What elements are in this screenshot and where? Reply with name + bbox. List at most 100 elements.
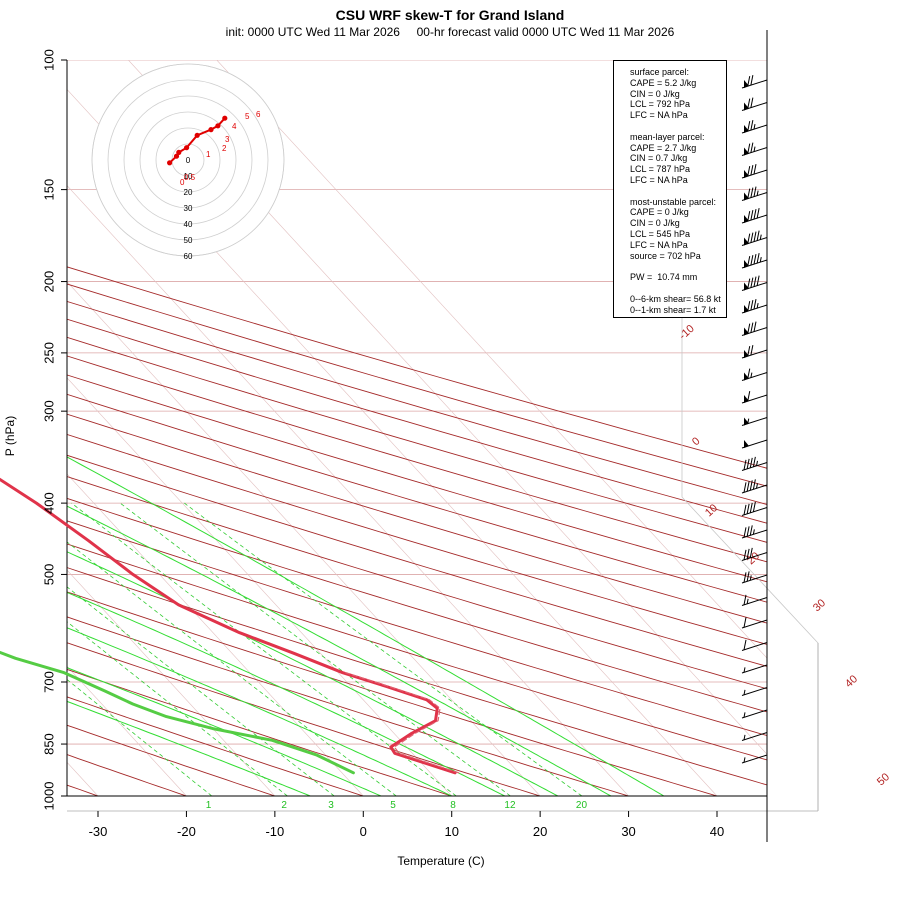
x-tick-label: -30 [89, 824, 108, 839]
wind-barb [741, 164, 768, 179]
wind-barb-half-flag [753, 146, 756, 152]
hodograph-ring-label: 30 [184, 204, 193, 213]
wind-barb-shaft [741, 754, 768, 764]
wind-barb-half-flag [752, 529, 755, 535]
wind-barb-shaft [741, 642, 768, 651]
hodograph-point [176, 149, 182, 155]
x-tick-label: 10 [444, 824, 458, 839]
mixing-ratio-label: 2 [281, 800, 287, 811]
wind-barb-flag [753, 276, 757, 287]
wind-barb [741, 120, 768, 134]
wind-barb [741, 253, 768, 269]
hodograph-height-label: 1 [206, 150, 211, 159]
wind-barb-half-flag [743, 712, 746, 718]
info-line: LCL = 792 hPa [630, 99, 690, 110]
wind-barb-flag [753, 321, 757, 332]
info-line: LFC = NA hPa [630, 174, 688, 185]
wind-barb-flag [750, 345, 754, 356]
wind-barb-flag [750, 97, 754, 108]
wind-barb-shaft [741, 597, 768, 606]
hodograph-point [173, 153, 180, 159]
y-tick-label: 700 [41, 671, 56, 693]
wind-barb-half-flag [753, 124, 756, 130]
parcel-info-lines: surface parcel: CAPE = 5.2 J/kg CIN = 0 J/… [630, 67, 726, 315]
x-tick-label: 20 [533, 824, 547, 839]
chart-title: CSU WRF skew-T for Grand Island [335, 7, 565, 23]
mixing-ratio-label: 5 [390, 800, 396, 811]
info-line: 0--1-km shear= 1.7 kt [630, 304, 716, 315]
dry-adiabat [67, 318, 767, 524]
wind-barb-flag [743, 572, 747, 583]
hodograph-ring-label: 0 [186, 156, 191, 165]
wind-barb-flag [749, 502, 753, 513]
wind-barb-flag [756, 208, 760, 219]
dry-adiabat [67, 300, 767, 505]
hodograph-ring [107, 79, 269, 241]
wind-barb-shaft [741, 709, 768, 719]
wind-barb [741, 571, 768, 584]
wind-barb-flag [743, 594, 747, 605]
wind-barb-flag [747, 346, 751, 357]
dry-adiabat [67, 616, 631, 796]
wind-barb-flag [746, 548, 750, 559]
info-line: CAPE = 0 J/kg [630, 207, 689, 218]
wind-barb-flag [747, 233, 751, 244]
wind-barb-flag [756, 275, 760, 286]
wind-barb [741, 299, 768, 314]
wind-barb-half-flag [759, 257, 762, 263]
wind-barb [741, 754, 768, 764]
dry-adiabat [67, 283, 767, 487]
wind-barb-shaft [741, 574, 768, 584]
isotherm-label: 30 [811, 597, 828, 614]
y-axis-label: P (hPa) [3, 415, 17, 457]
wind-barb-flag [743, 639, 747, 650]
temperature-line [0, 477, 457, 775]
mixing-ratio-label: 1 [206, 800, 212, 811]
wind-barb [741, 321, 768, 336]
x-axis-label: Temperature (C) [397, 854, 485, 868]
dry-adiabat [67, 696, 365, 796]
wind-barb-flag [743, 482, 747, 493]
wind-barb-flag [750, 322, 754, 333]
info-line [630, 283, 726, 294]
wind-barb-flag [743, 549, 747, 560]
wind-barb-shaft [741, 664, 768, 674]
isotherm-label: 40 [843, 673, 860, 690]
hodograph-ring-label: 20 [184, 188, 193, 197]
parcel-info-box: surface parcel: CAPE = 5.2 J/kg CIN = 0 J/… [613, 60, 727, 318]
wind-barb-half-flag [743, 689, 746, 695]
isotherm-line [67, 569, 276, 796]
wind-barb-half-flag [743, 757, 746, 763]
mixing-ratio-label: 8 [450, 800, 456, 811]
wind-barb-flag [747, 301, 751, 312]
wind-barb-flag [746, 503, 750, 514]
x-tick-label: -20 [177, 824, 196, 839]
wind-barb-flag [747, 188, 751, 199]
info-line: LFC = NA hPa [630, 239, 688, 250]
isotherm-label: 0 [690, 435, 703, 448]
wind-barb-flag [747, 323, 751, 334]
wind-barb [741, 75, 768, 89]
isotherm-line [67, 665, 187, 796]
dry-adiabat [67, 668, 454, 796]
wind-barb-shaft [741, 619, 768, 629]
info-line: surface parcel: [630, 67, 690, 77]
wind-barb-flag [749, 480, 753, 491]
wind-barb-shaft [741, 484, 768, 494]
info-line: CAPE = 2.7 J/kg [630, 142, 697, 153]
wind-barb-half-flag [756, 190, 759, 196]
wind-barb [741, 230, 768, 246]
wind-barb [741, 525, 768, 539]
x-tick-label: 0 [360, 824, 367, 839]
wind-barb-half-flag [756, 460, 758, 466]
wind-barb [741, 391, 768, 404]
info-line: LFC = NA hPa [630, 110, 688, 121]
y-tick-label: 500 [41, 564, 56, 586]
hodograph-ring-label: 50 [184, 236, 193, 245]
dry-adiabat [67, 336, 767, 543]
mixing-ratio-label: 3 [328, 800, 334, 811]
mixing-ratio-line [67, 586, 335, 796]
mixing-ratio-line [67, 621, 288, 796]
wind-barb-flag [747, 98, 751, 109]
